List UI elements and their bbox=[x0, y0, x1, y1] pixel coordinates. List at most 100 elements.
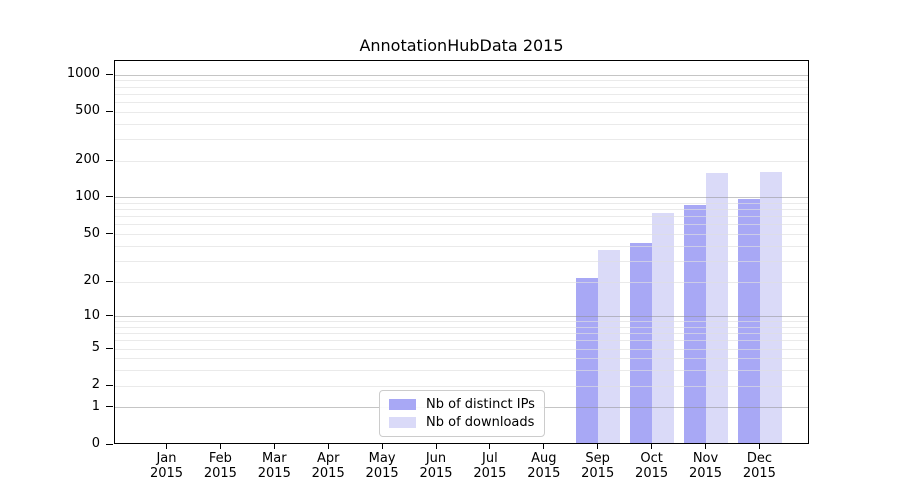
gridline-minor bbox=[115, 101, 808, 103]
x-tick-month: Jul bbox=[482, 451, 498, 466]
gridline-minor bbox=[115, 138, 808, 140]
x-tick-mark bbox=[166, 444, 167, 449]
x-tick-year: 2015 bbox=[473, 466, 507, 481]
gridline-minor bbox=[115, 123, 808, 125]
bar-distinct-ips-dec bbox=[737, 198, 760, 443]
y-tick-mark bbox=[106, 159, 113, 161]
legend-swatch-downloads bbox=[389, 417, 416, 428]
x-tick-mark bbox=[219, 444, 221, 449]
y-tick-mark bbox=[106, 315, 113, 317]
x-tick-mark bbox=[381, 444, 383, 449]
gridline-minor bbox=[115, 348, 808, 350]
x-tick-month: Jun bbox=[425, 451, 447, 466]
legend-item-distinct-ips: Nb of distinct IPs bbox=[389, 397, 535, 412]
x-tick-year: 2015 bbox=[419, 466, 453, 481]
gridline-minor bbox=[115, 216, 808, 218]
y-tick-label: 20 bbox=[83, 273, 100, 288]
gridline-minor bbox=[115, 260, 808, 262]
x-tick-label-apr: Apr 2015 bbox=[296, 451, 360, 481]
legend-swatch-distinct-ips bbox=[389, 399, 416, 410]
gridline-minor bbox=[115, 245, 808, 247]
gridline-minor bbox=[115, 86, 808, 88]
plot-area bbox=[114, 60, 809, 444]
x-tick-mark bbox=[489, 444, 491, 449]
gridline-minor bbox=[115, 358, 808, 360]
y-tick-label: 5 bbox=[91, 340, 100, 356]
bar-downloads-dec bbox=[759, 172, 782, 443]
x-tick-year: 2015 bbox=[742, 466, 776, 481]
gridline-major bbox=[115, 316, 808, 318]
legend: Nb of distinct IPs Nb of downloads bbox=[379, 390, 545, 437]
y-tick-mark bbox=[106, 73, 113, 75]
x-tick-month: May bbox=[368, 451, 396, 466]
y-tick-mark bbox=[106, 280, 113, 282]
y-tick-label: 10 bbox=[83, 307, 100, 323]
x-tick-label-jan: Jan 2015 bbox=[135, 451, 199, 481]
x-tick-month: Oct bbox=[640, 451, 663, 466]
y-tick-mark bbox=[106, 110, 113, 112]
bar-distinct-ips-sep bbox=[576, 277, 599, 443]
x-tick-month: Apr bbox=[316, 451, 340, 466]
y-tick-mark bbox=[106, 406, 113, 408]
x-tick-label-jul: Jul 2015 bbox=[458, 451, 522, 481]
x-tick-label-oct: Oct 2015 bbox=[620, 451, 684, 481]
x-tick-month: Jan bbox=[156, 451, 177, 466]
gridline-minor bbox=[115, 326, 808, 328]
x-tick-year: 2015 bbox=[688, 466, 723, 481]
x-tick-month: Sep bbox=[585, 451, 610, 466]
gridline-minor bbox=[115, 385, 808, 387]
y-tick-label: 50 bbox=[83, 225, 100, 241]
gridline-minor bbox=[115, 340, 808, 342]
gridline-minor bbox=[115, 111, 808, 113]
gridline-minor bbox=[115, 321, 808, 323]
y-tick-label: 500 bbox=[75, 103, 100, 119]
gridline-minor bbox=[115, 370, 808, 372]
y-tick-mark bbox=[106, 443, 113, 445]
y-tick-label: 1000 bbox=[66, 66, 100, 81]
gridline-minor bbox=[115, 160, 808, 162]
bar-distinct-ips-nov bbox=[684, 204, 706, 443]
gridline-major bbox=[115, 197, 808, 199]
gridline-minor bbox=[115, 209, 808, 211]
x-tick-year: 2015 bbox=[257, 466, 291, 481]
bar-downloads-oct bbox=[652, 213, 675, 443]
x-tick-year: 2015 bbox=[635, 466, 669, 481]
y-tick-mark bbox=[106, 233, 113, 234]
x-tick-year: 2015 bbox=[149, 466, 184, 481]
x-tick-label-nov: Nov 2015 bbox=[674, 451, 738, 481]
y-tick-label: 1 bbox=[91, 398, 100, 414]
x-tick-label-may: May 2015 bbox=[350, 451, 414, 481]
y-tick-mark bbox=[106, 384, 113, 386]
gridline-minor bbox=[115, 80, 808, 82]
x-tick-year: 2015 bbox=[581, 466, 615, 481]
x-tick-mark bbox=[327, 444, 329, 449]
gridline-minor bbox=[115, 234, 808, 235]
x-tick-label-mar: Mar 2015 bbox=[242, 451, 306, 481]
y-tick-mark bbox=[106, 196, 113, 198]
x-tick-month: Dec bbox=[746, 451, 772, 466]
x-tick-month: Feb bbox=[208, 451, 232, 466]
x-tick-label-feb: Feb 2015 bbox=[188, 451, 252, 481]
bar-downloads-nov bbox=[706, 172, 728, 443]
x-tick-label-jun: Jun 2015 bbox=[404, 451, 468, 481]
gridline-major bbox=[115, 74, 808, 76]
y-tick-label: 0 bbox=[91, 436, 100, 451]
x-tick-mark bbox=[651, 444, 653, 449]
bars-layer bbox=[115, 61, 808, 443]
x-tick-mark bbox=[273, 444, 275, 449]
gridline-minor bbox=[115, 224, 808, 226]
gridline-minor bbox=[115, 333, 808, 335]
x-tick-label-aug: Aug 2015 bbox=[512, 451, 576, 481]
y-tick-mark bbox=[106, 347, 113, 349]
legend-label-distinct-ips: Nb of distinct IPs bbox=[426, 397, 535, 412]
x-tick-mark bbox=[543, 444, 545, 449]
x-tick-mark bbox=[435, 444, 437, 449]
x-tick-year: 2015 bbox=[365, 466, 399, 481]
x-tick-year: 2015 bbox=[311, 466, 345, 481]
x-tick-month: Mar bbox=[262, 451, 287, 466]
bar-distinct-ips-oct bbox=[630, 242, 653, 443]
y-tick-label: 200 bbox=[75, 152, 100, 167]
x-tick-year: 2015 bbox=[527, 466, 561, 481]
x-tick-mark bbox=[597, 444, 599, 449]
